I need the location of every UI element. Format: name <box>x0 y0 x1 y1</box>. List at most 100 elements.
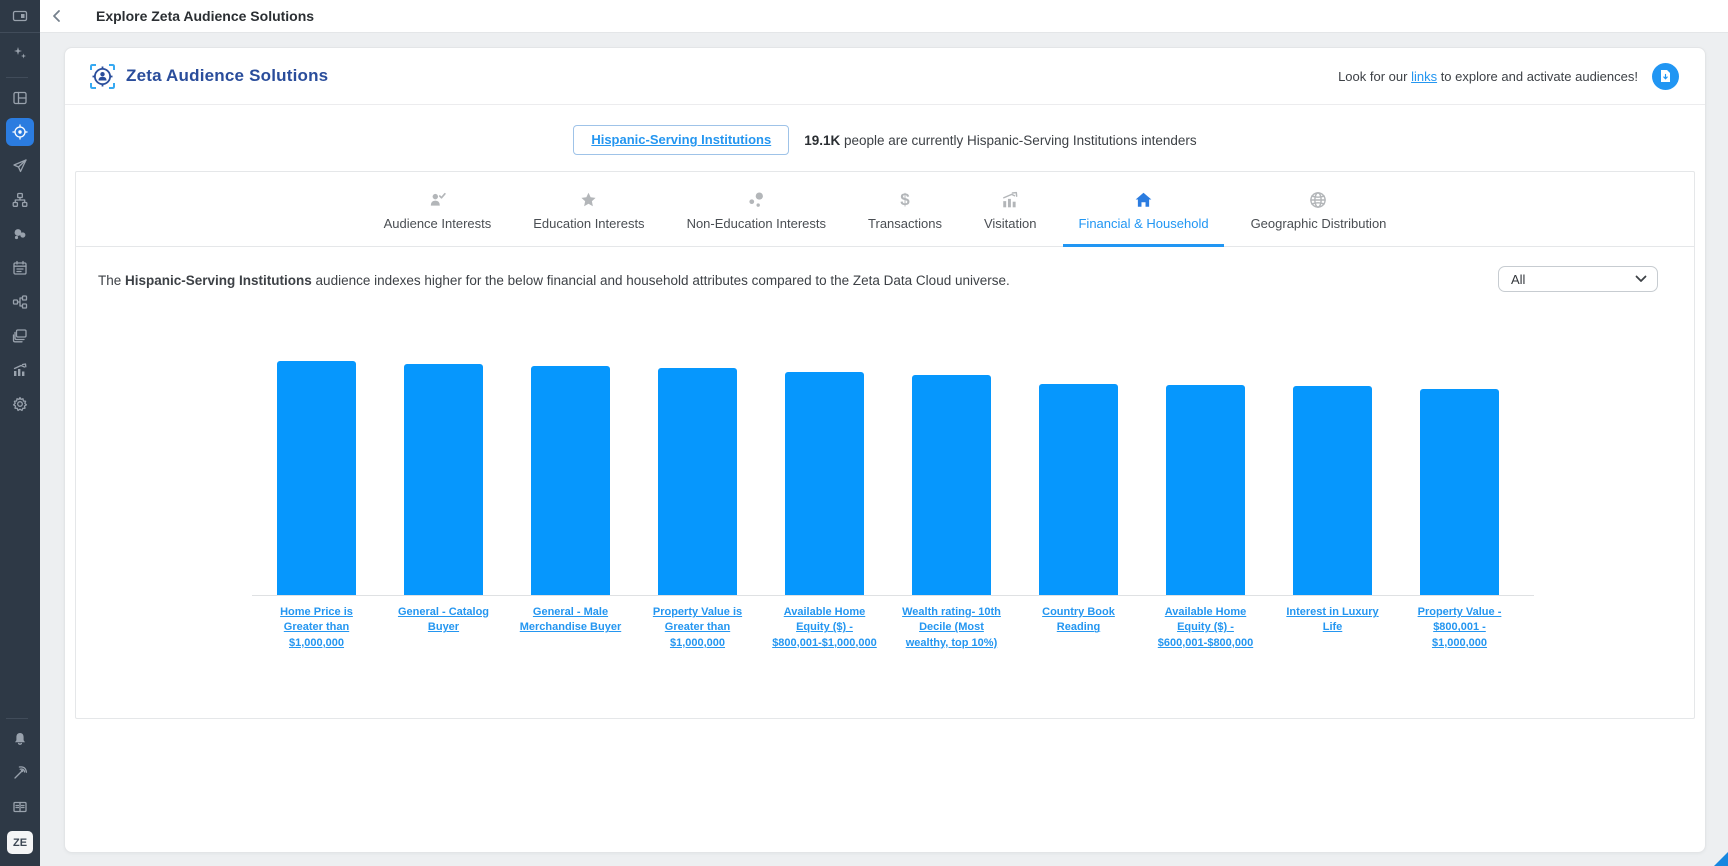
sidebar-item-campaigns[interactable] <box>6 152 34 180</box>
bar-label-wrap: Interest in Luxury Life <box>1269 605 1396 651</box>
bar-category-link[interactable]: Property Value - $800,001 - $1,000,000 <box>1417 606 1502 649</box>
page-title: Explore Zeta Audience Solutions <box>96 8 315 24</box>
audience-selector-row: Hispanic-Serving Institutions 19.1K peop… <box>65 125 1705 155</box>
globe-icon <box>1308 187 1328 209</box>
audience-name-link[interactable]: Hispanic-Serving Institutions <box>591 132 772 147</box>
bar-5[interactable] <box>785 372 864 595</box>
banner-pre: Look for our <box>1338 68 1412 84</box>
tab-label: Transactions <box>868 216 942 231</box>
bar-label-wrap: Country Book Reading <box>1015 605 1142 651</box>
scatter-dots-icon <box>747 187 766 209</box>
bar-8[interactable] <box>1166 385 1245 595</box>
sidebar-item-segments[interactable] <box>6 220 34 248</box>
bar-label-wrap: General - Catalog Buyer <box>380 605 507 651</box>
chart-column <box>253 361 380 595</box>
audience-name-button[interactable]: Hispanic-Serving Institutions <box>573 125 790 155</box>
panel-description: The Hispanic-Serving Institutions audien… <box>98 273 1010 288</box>
send-icon <box>12 158 28 174</box>
book-icon <box>12 799 28 815</box>
bar-label-wrap: General - Male Merchandise Buyer <box>507 605 634 651</box>
sparkles-icon <box>12 45 28 61</box>
bar-7[interactable] <box>1039 384 1118 595</box>
top-header: Explore Zeta Audience Solutions <box>40 0 1728 33</box>
sidebar-item-dashboards[interactable] <box>6 84 34 112</box>
left-sidebar: ZE <box>0 0 40 866</box>
document-button[interactable] <box>1652 62 1679 90</box>
bar-label-wrap: Property Value is Greater than $1,000,00… <box>634 605 761 651</box>
workflow-icon <box>12 294 28 310</box>
sidebar-divider <box>6 77 28 78</box>
bar-category-link[interactable]: Wealth rating- 10th Decile (Most wealthy… <box>902 606 1001 649</box>
chart-column <box>761 372 888 595</box>
bar-category-link[interactable]: Property Value is Greater than $1,000,00… <box>652 606 743 649</box>
sidebar-item-documentation[interactable] <box>6 793 34 821</box>
bar-category-link[interactable]: Home Price is Greater than $1,000,000 <box>280 606 353 649</box>
sidebar-item-workflows[interactable] <box>6 288 34 316</box>
tab-financial-household[interactable]: Financial & Household <box>1057 172 1229 247</box>
desc-post: audience indexes higher for the below fi… <box>311 273 1010 288</box>
bar-category-link[interactable]: General - Male Merchandise Buyer <box>519 606 622 634</box>
back-button[interactable] <box>40 0 74 33</box>
sidebar-item-audience-explorer[interactable] <box>6 118 34 146</box>
sidebar-item-journeys[interactable] <box>6 186 34 214</box>
gear-icon <box>12 396 28 412</box>
tab-label: Visitation <box>983 216 1037 231</box>
bar-label-wrap: Wealth rating- 10th Decile (Most wealthy… <box>888 605 1015 651</box>
bar-4[interactable] <box>658 368 737 595</box>
chart-column <box>888 375 1015 595</box>
chart-column <box>1269 386 1396 595</box>
chart-column <box>1142 385 1269 595</box>
bell-icon <box>12 731 28 747</box>
attribute-filter-select[interactable]: All <box>1498 266 1658 292</box>
document-download-icon <box>1661 70 1670 82</box>
svg-text:$: $ <box>900 190 910 209</box>
tab-strip: Audience Interests Education Interests N… <box>76 172 1694 247</box>
tab-education-interests[interactable]: Education Interests <box>512 172 665 246</box>
sidebar-item-collections[interactable] <box>6 322 34 350</box>
bar-category-link[interactable]: Country Book Reading <box>1042 606 1115 634</box>
tab-transactions[interactable]: $ Transactions <box>847 172 963 246</box>
bar-category-link[interactable]: Interest in Luxury Life <box>1286 606 1379 634</box>
sidebar-item-broadcast[interactable] <box>6 759 34 787</box>
user-avatar[interactable]: ZE <box>7 831 33 854</box>
bar-6[interactable] <box>912 375 991 595</box>
sidebar-item-settings[interactable] <box>6 390 34 418</box>
insights-panel: Audience Interests Education Interests N… <box>75 171 1695 719</box>
tab-geographic-distribution[interactable]: Geographic Distribution <box>1230 172 1408 246</box>
brand-row: Zeta Audience Solutions Look for our lin… <box>65 48 1705 105</box>
tab-visitation[interactable]: Visitation <box>963 172 1058 246</box>
sidebar-item-reports[interactable] <box>6 356 34 384</box>
bar-10[interactable] <box>1420 389 1499 595</box>
brand: Zeta Audience Solutions <box>89 63 328 90</box>
segments-icon <box>12 226 28 242</box>
sidebar-divider <box>6 718 28 719</box>
tab-audience-interests[interactable]: Audience Interests <box>363 172 513 246</box>
bar-label-wrap: Property Value - $800,001 - $1,000,000 <box>1396 605 1523 651</box>
bar-2[interactable] <box>404 364 483 595</box>
target-icon <box>12 124 28 140</box>
filter-selected-value: All <box>1511 271 1526 287</box>
chart-column <box>1015 384 1142 595</box>
sidebar-item-assistant[interactable] <box>6 39 34 67</box>
desc-pre: The <box>98 273 126 288</box>
chart-column <box>634 368 761 595</box>
chart-category-labels: Home Price is Greater than $1,000,000 Gen… <box>252 605 1534 651</box>
tab-label: Education Interests <box>533 216 645 231</box>
banner-text: Look for our links to explore and activa… <box>1338 69 1638 84</box>
signal-icon <box>12 765 28 781</box>
bar-category-link[interactable]: Available Home Equity ($) - $800,001-$1,… <box>772 606 877 649</box>
bar-category-link[interactable]: Available Home Equity ($) - $600,001-$80… <box>1157 606 1254 649</box>
panel-icon[interactable] <box>6 2 34 30</box>
sidebar-item-notifications[interactable] <box>6 725 34 753</box>
sidebar-item-calendar[interactable] <box>6 254 34 282</box>
bar-9[interactable] <box>1293 386 1372 595</box>
bar-3[interactable] <box>531 366 610 595</box>
tab-content: The Hispanic-Serving Institutions audien… <box>76 247 1694 719</box>
sitemap-icon <box>12 192 28 208</box>
bar-label-wrap: Available Home Equity ($) - $600,001-$80… <box>1142 605 1269 651</box>
layout-icon <box>12 90 28 106</box>
bar-category-link[interactable]: General - Catalog Buyer <box>397 606 490 634</box>
links-link[interactable]: links <box>1411 68 1438 84</box>
tab-non-education-interests[interactable]: Non-Education Interests <box>666 172 847 246</box>
bar-1[interactable] <box>277 361 356 595</box>
